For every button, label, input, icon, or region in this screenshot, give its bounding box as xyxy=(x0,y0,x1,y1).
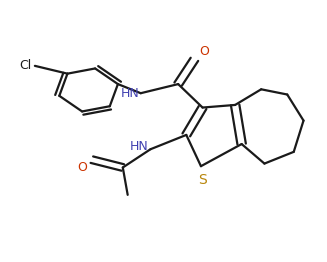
Text: S: S xyxy=(198,173,207,187)
Text: O: O xyxy=(77,161,87,174)
Text: Cl: Cl xyxy=(19,59,32,72)
Text: HN: HN xyxy=(130,140,149,153)
Text: HN: HN xyxy=(120,87,139,100)
Text: O: O xyxy=(199,45,209,58)
